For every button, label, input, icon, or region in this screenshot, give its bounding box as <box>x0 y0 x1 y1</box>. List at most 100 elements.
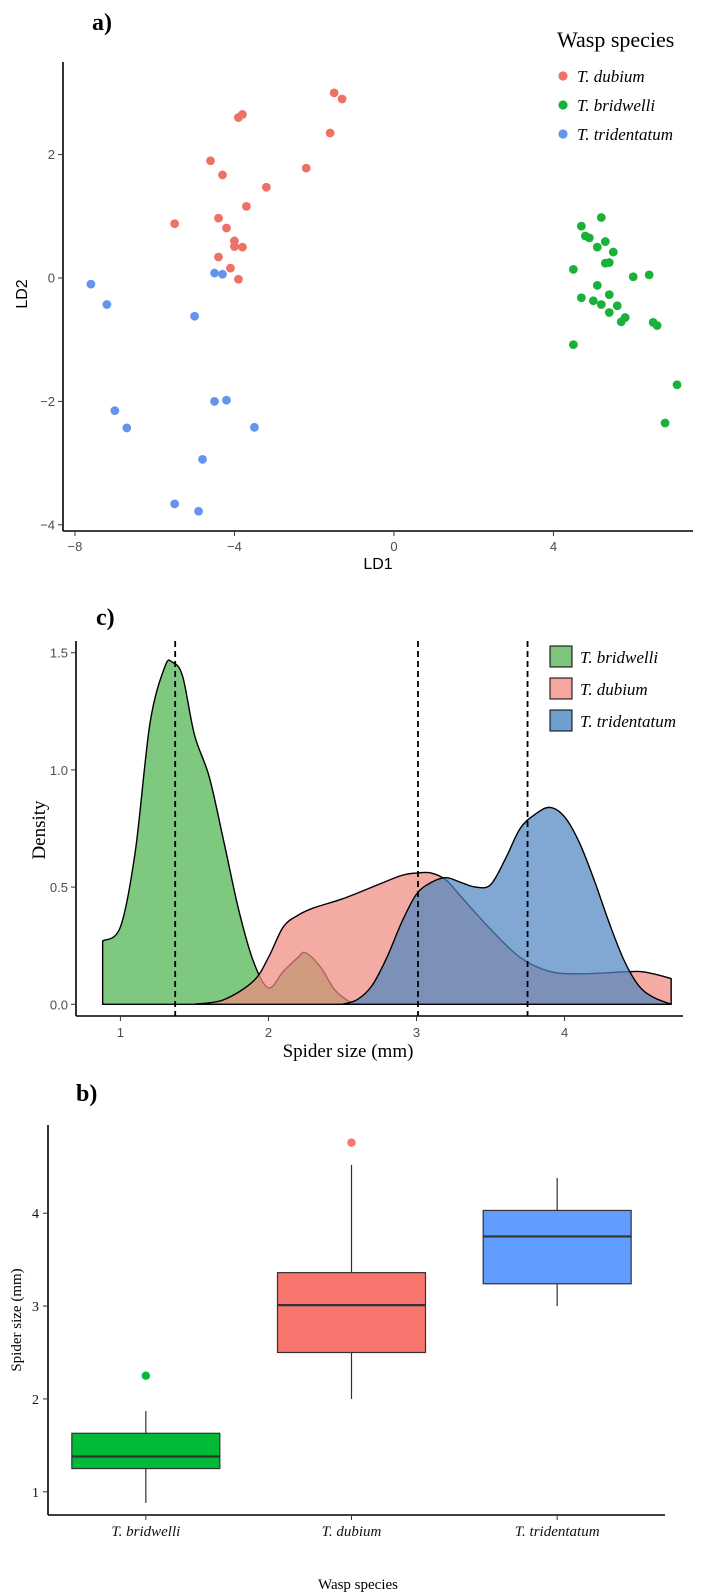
point-t-bridwelli <box>568 340 578 350</box>
point-t-dubium <box>329 88 339 98</box>
x-tick-label: −4 <box>227 539 242 554</box>
point-t-dubium <box>222 223 231 233</box>
y-tick-label: 1.0 <box>50 763 68 778</box>
point-t-dubium <box>242 202 251 211</box>
point-t-tridentatum <box>110 406 120 416</box>
legend-label-t-dubium: T. dubium <box>580 680 648 699</box>
point-t-bridwelli <box>652 321 662 330</box>
iqr-box <box>482 1209 632 1285</box>
legend-label-t-dubium: T. dubium <box>577 67 645 86</box>
reference-lines <box>174 641 529 1016</box>
y-axis-title: Spider size (mm) <box>9 1268 25 1371</box>
point-t-bridwelli <box>576 293 586 303</box>
point-t-tridentatum <box>210 397 219 406</box>
point-t-bridwelli <box>596 213 606 222</box>
box-t-tridentatum <box>482 1177 632 1307</box>
point-t-bridwelli <box>604 290 614 300</box>
legend-title: Wasp species <box>557 27 674 52</box>
y-tick-label: 2 <box>48 147 55 162</box>
iqr-box <box>71 1432 221 1470</box>
x-axis-title: LD1 <box>363 556 392 573</box>
legend-key-t-tridentatum <box>558 129 568 139</box>
y-tick-label: 0.0 <box>50 997 68 1012</box>
point-t-dubium <box>170 219 180 229</box>
point-t-bridwelli <box>568 264 578 274</box>
axis-ticks: T. bridwelli T. dubium T. tridentatum 1 2 3 4 <box>32 1207 600 1540</box>
point-t-tridentatum <box>122 423 132 433</box>
legend-label-t-bridwelli: T. bridwelli <box>577 96 655 115</box>
point-t-bridwelli <box>604 308 614 317</box>
point-t-tridentatum <box>102 300 112 309</box>
x-tick-label-t-tridentatum: T. tridentatum <box>515 1524 600 1540</box>
legend-label-t-bridwelli: T. bridwelli <box>580 648 658 667</box>
point-t-dubium <box>325 128 335 138</box>
legend-key-t-bridwelli <box>549 645 573 668</box>
y-tick-label: 0.5 <box>50 880 68 895</box>
legend: Wasp species T. dubium T. bridwelli T. t… <box>557 27 674 144</box>
point-t-tridentatum <box>170 499 180 509</box>
point-t-tridentatum <box>218 269 227 279</box>
y-tick-label: 1 <box>32 1486 39 1501</box>
point-t-bridwelli <box>592 280 602 290</box>
point-t-dubium <box>226 263 235 273</box>
x-tick-label-t-bridwelli: T. bridwelli <box>111 1524 180 1540</box>
legend-key-t-dubium <box>549 677 573 700</box>
panel-c-density-plot: c) 1 2 3 4 0.0 0.5 1.0 1.5 Spider size (mm) Den… <box>29 605 683 1062</box>
y-tick-label: 4 <box>32 1207 39 1222</box>
y-tick-label: −2 <box>40 394 55 409</box>
point-t-bridwelli <box>588 296 598 306</box>
box-plots <box>71 1138 632 1503</box>
point-t-bridwelli <box>592 242 602 252</box>
y-axis-title: Density <box>29 800 50 860</box>
axis-ticks: 1 2 3 4 0.0 0.5 1.0 1.5 <box>50 646 568 1040</box>
outlier-point <box>347 1138 356 1147</box>
panel-b-label: b) <box>76 1081 97 1107</box>
point-t-bridwelli <box>616 317 626 327</box>
x-tick-label: 2 <box>265 1025 272 1040</box>
point-t-bridwelli <box>608 247 618 257</box>
x-tick-label-t-dubium: T. dubium <box>322 1524 382 1540</box>
density-areas <box>101 659 672 1005</box>
y-tick-label: 3 <box>32 1300 39 1315</box>
point-t-dubium <box>261 182 271 192</box>
y-tick-label: −4 <box>40 517 55 532</box>
point-t-bridwelli <box>584 233 594 243</box>
panel-c-label: c) <box>96 605 115 631</box>
iqr-box <box>276 1272 427 1354</box>
point-t-dubium <box>234 274 243 284</box>
x-axis-title: Wasp species <box>318 1577 398 1593</box>
outlier-point <box>141 1371 151 1380</box>
point-t-bridwelli <box>628 272 638 282</box>
point-t-bridwelli <box>612 301 622 311</box>
x-tick-label: 3 <box>413 1025 420 1040</box>
legend-label-t-tridentatum: T. tridentatum <box>577 125 673 144</box>
legend: T. bridwelli T. dubium T. tridentatum <box>549 645 676 732</box>
legend-key-t-tridentatum <box>549 709 573 732</box>
point-t-dubium <box>234 113 243 122</box>
box-t-dubium <box>276 1138 427 1399</box>
x-axis-title: Spider size (mm) <box>283 1041 414 1062</box>
point-t-tridentatum <box>222 395 231 405</box>
point-t-tridentatum <box>249 422 259 432</box>
point-t-bridwelli <box>604 258 614 267</box>
point-t-tridentatum <box>210 268 219 278</box>
point-t-dubium <box>301 163 311 173</box>
y-axis-title: LD2 <box>14 279 31 308</box>
box-t-bridwelli <box>71 1371 221 1503</box>
y-tick-label: 1.5 <box>50 646 68 661</box>
point-t-bridwelli <box>576 221 586 231</box>
point-t-tridentatum <box>198 455 207 464</box>
density-area-t-tridentatum <box>341 806 672 1005</box>
panel-a-scatter-plot: a) −8 −4 0 4 −4 −2 0 2 LD1 LD2 Wasp species T. … <box>14 10 693 573</box>
x-tick-label: −8 <box>68 539 83 554</box>
scatter-points <box>86 88 682 516</box>
legend-key-t-dubium <box>558 71 568 81</box>
point-t-dubium <box>230 242 239 251</box>
point-t-dubium <box>238 242 247 252</box>
axis-ticks: −8 −4 0 4 −4 −2 0 2 <box>40 147 557 554</box>
x-tick-label: 0 <box>390 539 397 554</box>
point-t-dubium <box>214 252 223 262</box>
x-tick-label: 4 <box>561 1025 568 1040</box>
point-t-dubium <box>218 170 227 180</box>
